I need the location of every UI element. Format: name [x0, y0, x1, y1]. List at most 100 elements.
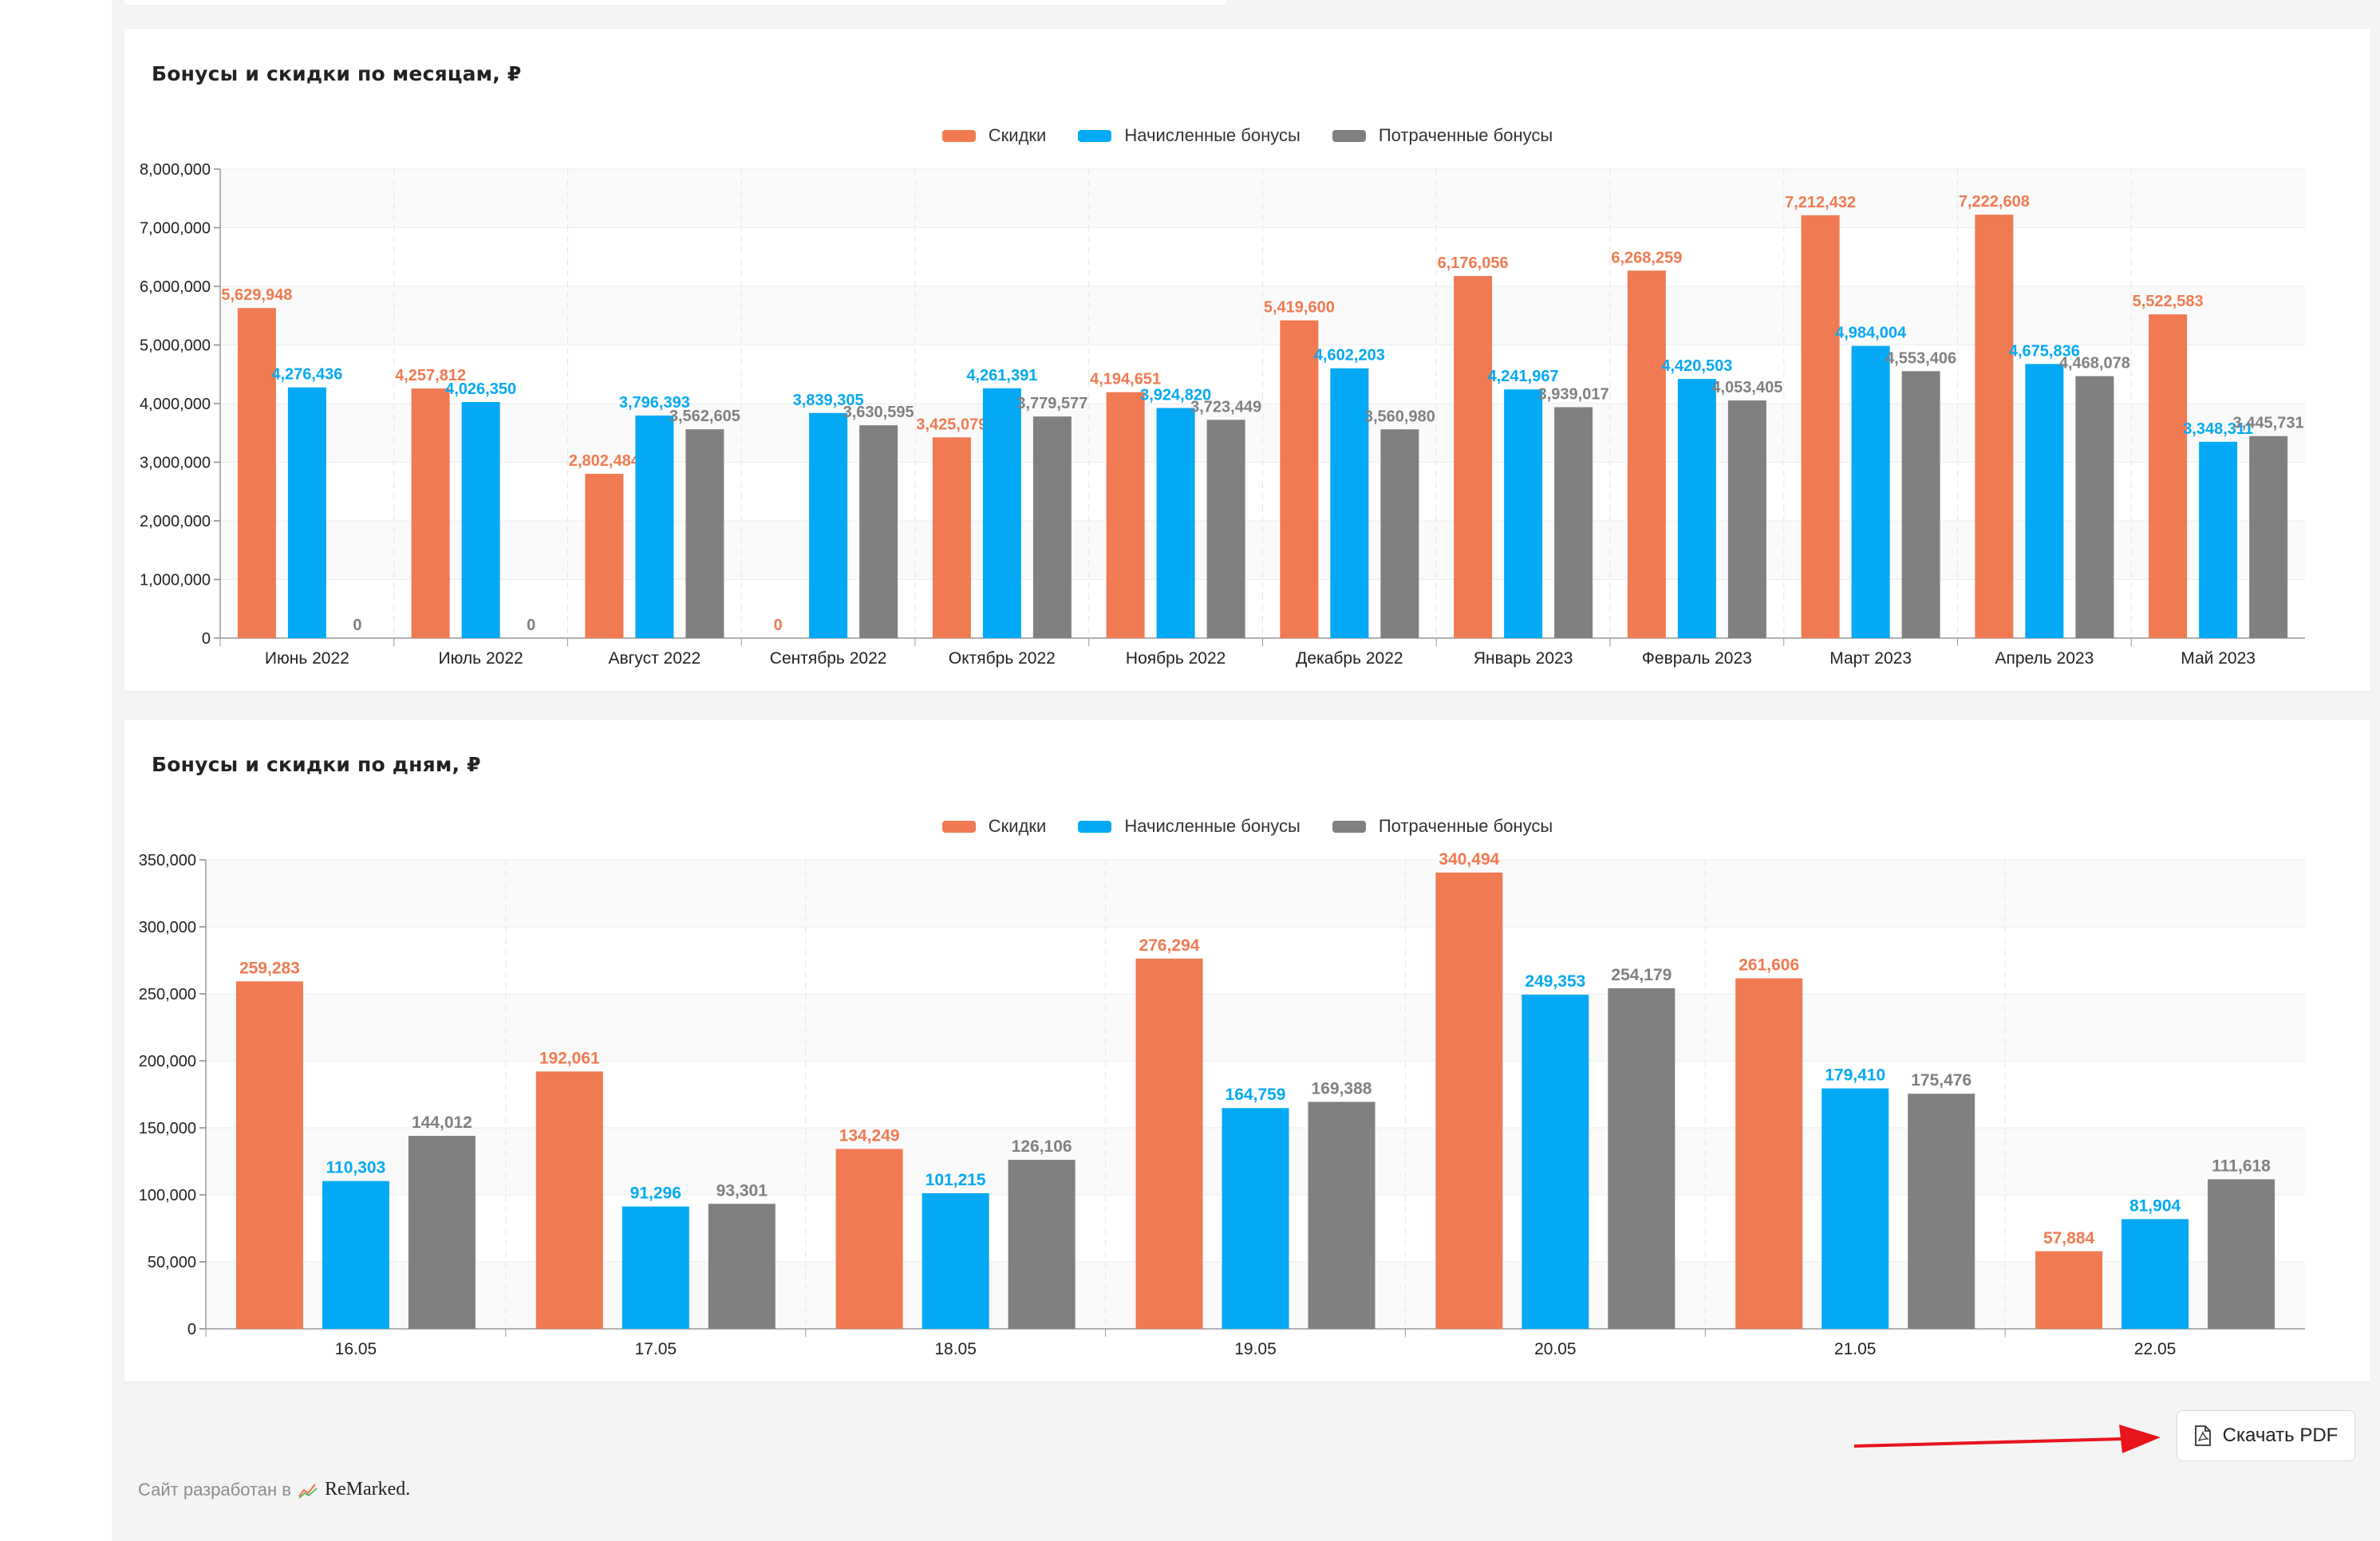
bar[interactable]	[1975, 215, 2014, 638]
bar[interactable]	[322, 1180, 389, 1329]
legend-item-discounts[interactable]: Скидки	[941, 816, 1047, 837]
bar[interactable]	[1222, 1108, 1289, 1329]
bar[interactable]	[2025, 364, 2064, 638]
bar[interactable]	[287, 387, 326, 638]
y-tick-label: 5,000,000	[140, 337, 211, 355]
legend-label-discounts: Скидки	[988, 125, 1047, 145]
legend-item-accrued[interactable]: Начисленные бонусы	[1078, 816, 1301, 837]
y-tick-label: 8,000,000	[140, 161, 211, 179]
y-tick-label: 6,000,000	[140, 278, 211, 296]
bar[interactable]	[1801, 215, 1840, 638]
data-label: 110,303	[326, 1159, 386, 1177]
bar[interactable]	[835, 1149, 903, 1329]
bar[interactable]	[1727, 400, 1766, 638]
bar[interactable]	[235, 981, 303, 1329]
bar[interactable]	[1851, 345, 1890, 638]
bar[interactable]	[1554, 407, 1593, 638]
legend-label-discounts: Скидки	[988, 816, 1047, 836]
bar[interactable]	[1008, 1160, 1076, 1329]
data-label: 6,268,259	[1611, 249, 1682, 266]
data-label: 3,796,393	[619, 394, 690, 412]
bar[interactable]	[685, 429, 724, 638]
bar[interactable]	[1504, 389, 1543, 638]
daily-chart-legend: Скидки Начисленные бонусы Потраченные бо…	[124, 816, 2370, 837]
bar[interactable]	[982, 388, 1021, 638]
legend-swatch-spent	[1332, 129, 1366, 142]
bar[interactable]	[922, 1192, 989, 1329]
footer-text: Сайт разработан в	[138, 1479, 291, 1500]
bar[interactable]	[1435, 872, 1503, 1329]
bar[interactable]	[932, 437, 971, 638]
bar[interactable]	[535, 1071, 603, 1329]
legend-item-spent[interactable]: Потраченные бонусы	[1332, 125, 1553, 146]
legend-swatch-discounts	[941, 129, 976, 142]
grid-band	[206, 860, 2305, 927]
bar[interactable]	[635, 415, 674, 638]
bar[interactable]	[1677, 379, 1716, 638]
bar[interactable]	[2075, 376, 2114, 638]
daily-bar-chart: 0 50,000 100,000 150,000 200,000 250,000 300,0…	[139, 850, 2305, 1358]
bar[interactable]	[2249, 436, 2288, 638]
data-label: 111,618	[2212, 1157, 2271, 1175]
bar[interactable]	[622, 1206, 689, 1329]
bar[interactable]	[2121, 1219, 2189, 1329]
bar[interactable]	[411, 388, 450, 638]
bar[interactable]	[1822, 1088, 1889, 1329]
legend-swatch-accrued	[1078, 129, 1112, 142]
y-tick-label: 3,000,000	[140, 455, 211, 472]
data-label: 4,675,836	[2009, 342, 2080, 360]
bar[interactable]	[1908, 1094, 1975, 1329]
bar[interactable]	[859, 425, 898, 638]
bar[interactable]	[1156, 408, 1195, 638]
legend-label-spent: Потраченные бонусы	[1378, 816, 1553, 836]
data-label: 5,629,948	[221, 286, 292, 304]
bar[interactable]	[1308, 1102, 1376, 1329]
bar[interactable]	[1522, 995, 1589, 1329]
monthly-chart-legend: Скидки Начисленные бонусы Потраченные бо…	[124, 125, 2370, 146]
legend-swatch-accrued	[1078, 820, 1112, 833]
legend-item-discounts[interactable]: Скидки	[941, 125, 1047, 146]
bar[interactable]	[1280, 320, 1319, 638]
data-label: 3,348,311	[2183, 420, 2253, 438]
previous-card-edge	[124, 0, 1226, 6]
data-label: 3,630,595	[843, 404, 914, 421]
bar[interactable]	[2035, 1251, 2103, 1329]
bar[interactable]	[585, 474, 624, 638]
x-tick-label: Апрель 2023	[1995, 649, 2094, 668]
bar[interactable]	[1901, 371, 1940, 638]
bar[interactable]	[461, 402, 500, 638]
bar[interactable]	[2199, 441, 2238, 638]
bar[interactable]	[708, 1204, 776, 1329]
download-pdf-button[interactable]: Скачать PDF	[2177, 1410, 2355, 1461]
annotation-arrow	[1853, 1425, 2161, 1453]
legend-item-accrued[interactable]: Начисленные бонусы	[1078, 125, 1301, 146]
data-label: 2,802,484	[569, 452, 641, 470]
bar[interactable]	[408, 1136, 476, 1329]
data-label: 3,779,577	[1016, 395, 1087, 412]
bar[interactable]	[2149, 314, 2188, 638]
footer-brand-link[interactable]: ReMarked.	[325, 1479, 411, 1500]
bar[interactable]	[1627, 270, 1666, 638]
bar[interactable]	[1032, 416, 1072, 638]
bar[interactable]	[237, 308, 276, 638]
y-tick-label: 7,000,000	[140, 220, 211, 238]
bar[interactable]	[1135, 958, 1203, 1329]
bar[interactable]	[1106, 392, 1145, 638]
data-label: 0	[353, 617, 361, 634]
x-tick-label: 20.05	[1534, 1340, 1577, 1358]
data-label: 4,261,391	[966, 367, 1037, 384]
bar[interactable]	[1330, 368, 1369, 638]
data-label: 261,606	[1739, 956, 1799, 975]
legend-swatch-discounts	[941, 820, 976, 833]
bar[interactable]	[1206, 420, 1245, 638]
bar[interactable]	[1608, 987, 1675, 1329]
bar[interactable]	[1735, 978, 1803, 1329]
bar[interactable]	[1380, 429, 1419, 638]
download-pdf-label: Скачать PDF	[2222, 1425, 2339, 1446]
bar[interactable]	[809, 412, 848, 638]
bar[interactable]	[2208, 1179, 2275, 1329]
data-label: 101,215	[926, 1171, 986, 1189]
bar[interactable]	[1454, 276, 1493, 638]
legend-item-spent[interactable]: Потраченные бонусы	[1332, 816, 1553, 837]
x-tick-label: Июнь 2022	[265, 649, 349, 668]
